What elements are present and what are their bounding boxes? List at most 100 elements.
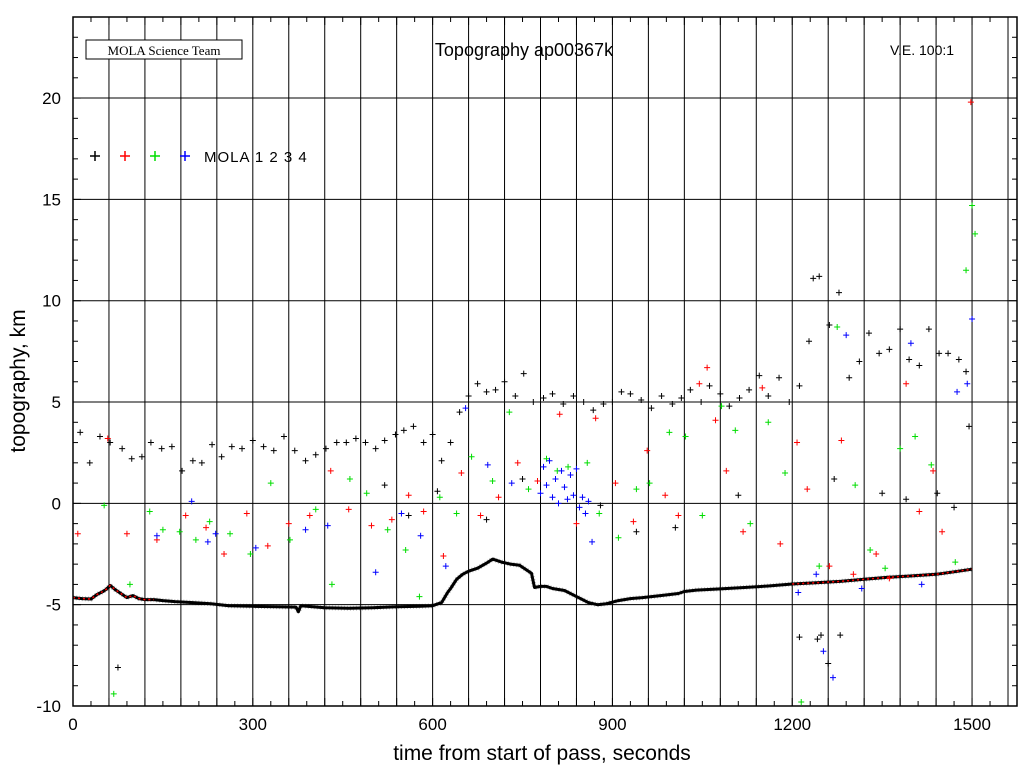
- point-mola-1: [638, 397, 645, 404]
- y-tick-label: 0: [52, 494, 61, 513]
- point-mola-4: [858, 585, 865, 592]
- point-mola-3: [666, 429, 673, 436]
- point-mola-1: [906, 356, 913, 363]
- point-mola-1: [519, 476, 526, 483]
- point-mola-2: [838, 437, 845, 444]
- point-mola-4: [589, 538, 596, 545]
- point-mola-3: [101, 502, 108, 509]
- point-mola-1: [138, 453, 145, 460]
- point-mola-2: [285, 520, 292, 527]
- point-mola-4: [964, 380, 971, 387]
- point-mola-3: [206, 518, 213, 525]
- point-mola-2: [420, 508, 427, 515]
- point-mola-2: [850, 571, 857, 578]
- point-mola-2: [723, 467, 730, 474]
- point-mola-3: [732, 427, 739, 434]
- point-mola-4: [462, 405, 469, 412]
- point-mola-1: [816, 273, 823, 280]
- point-mola-1: [114, 664, 121, 671]
- point-mola-1: [381, 482, 388, 489]
- point-mola-4: [204, 538, 211, 545]
- point-mola-1: [618, 388, 625, 395]
- point-mola-4: [372, 569, 379, 576]
- point-mola-1: [846, 374, 853, 381]
- point-mola-3: [453, 510, 460, 517]
- point-mola-3: [747, 520, 754, 527]
- point-mola-1: [405, 512, 412, 519]
- x-tick-label: 600: [418, 715, 446, 734]
- tick-labels: 0 300 600 900 1200 1500 -10 -5 0 5 10 15 20: [36, 89, 991, 734]
- point-mola-1: [633, 528, 640, 535]
- point-mola-4: [417, 532, 424, 539]
- point-mola-2: [886, 575, 893, 582]
- point-mola-4: [969, 315, 976, 322]
- point-mola-1: [302, 457, 309, 464]
- point-mola-3: [247, 551, 254, 558]
- point-mola-2: [592, 415, 599, 422]
- point-mola-4: [398, 510, 405, 517]
- point-mola-2: [104, 435, 111, 442]
- point-mola-1: [96, 433, 103, 440]
- point-mola-3: [506, 409, 513, 416]
- point-mola-4: [537, 490, 544, 497]
- point-mola-2: [327, 467, 334, 474]
- point-mola-2: [903, 380, 910, 387]
- point-mola-1: [796, 634, 803, 641]
- point-mola-3: [267, 480, 274, 487]
- legend-marker-2: [120, 151, 130, 161]
- point-mola-3: [402, 546, 409, 553]
- point-mola-2: [306, 512, 313, 519]
- chart-title: Topography ap00367k: [435, 40, 614, 60]
- point-mola-3: [110, 690, 117, 697]
- point-mola-1: [168, 443, 175, 450]
- point-mola-1: [580, 399, 587, 406]
- legend-marker-3: [150, 151, 160, 161]
- y-tick-label: 5: [52, 393, 61, 412]
- point-mola-2: [712, 417, 719, 424]
- point-mola-1: [678, 394, 685, 401]
- point-mola-2: [345, 506, 352, 513]
- point-mola-3: [834, 324, 841, 331]
- point-mola-4: [576, 504, 583, 511]
- point-mola-1: [796, 382, 803, 389]
- point-mola-2: [556, 411, 563, 418]
- point-mola-3: [312, 506, 319, 513]
- point-mola-4: [543, 482, 550, 489]
- point-mola-2: [704, 364, 711, 371]
- point-mola-3: [176, 528, 183, 535]
- point-mola-1: [434, 488, 441, 495]
- point-mola-3: [596, 510, 603, 517]
- point-mola-1: [590, 407, 597, 414]
- point-mola-3: [468, 453, 475, 460]
- point-mola-1: [343, 439, 350, 446]
- point-mola-1: [381, 437, 388, 444]
- point-mola-4: [570, 492, 577, 499]
- point-mola-4: [558, 467, 565, 474]
- point-mola-4: [564, 496, 571, 503]
- point-mola-1: [483, 516, 490, 523]
- point-mola-2: [696, 380, 703, 387]
- point-mola-1: [687, 386, 694, 393]
- point-mola-1: [609, 399, 616, 406]
- point-mola-2: [612, 480, 619, 487]
- point-mola-1: [520, 370, 527, 377]
- y-tick-label: 20: [42, 89, 61, 108]
- legend-label: MOLA 1 2 3 4: [204, 149, 308, 166]
- point-mola-1: [865, 330, 872, 337]
- point-mola-2: [794, 439, 801, 446]
- point-mola-1: [876, 350, 883, 357]
- point-mola-1: [826, 322, 833, 329]
- point-mola-1: [736, 394, 743, 401]
- point-mola-1: [501, 378, 508, 385]
- point-mola-1: [879, 490, 886, 497]
- legend-marker-1: [90, 151, 100, 161]
- point-mola-3: [798, 698, 805, 705]
- credit-box: [85, 39, 243, 60]
- point-mola-4: [549, 494, 556, 501]
- point-mola-1: [492, 386, 499, 393]
- point-mola-1: [726, 403, 733, 410]
- point-mola-1: [837, 632, 844, 639]
- point-mola-1: [955, 356, 962, 363]
